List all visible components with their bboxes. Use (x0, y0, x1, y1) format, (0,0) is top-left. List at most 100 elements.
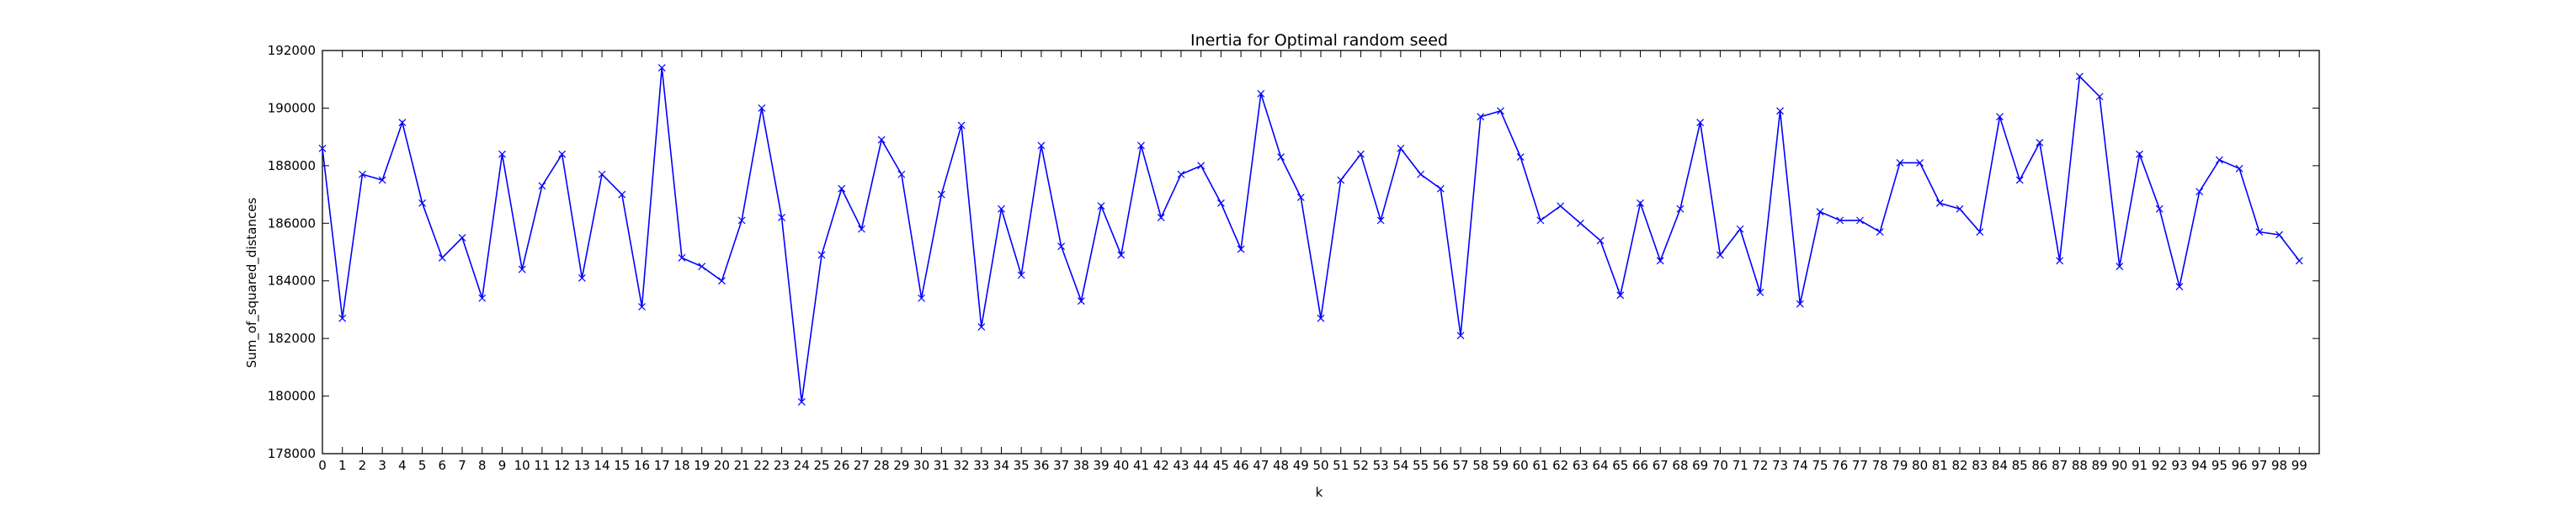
x-tick-label: 95 (2211, 458, 2227, 473)
x-tick-label: 22 (753, 458, 769, 473)
x-tick-label: 90 (2111, 458, 2127, 473)
x-tick-label: 42 (1153, 458, 1169, 473)
data-point-marker (838, 184, 846, 193)
data-point-marker (638, 303, 646, 311)
x-tick-label: 20 (714, 458, 730, 473)
data-point-marker (359, 170, 366, 178)
x-tick-label: 45 (1213, 458, 1229, 473)
data-point-marker (577, 274, 586, 282)
data-point-marker (598, 170, 606, 178)
x-tick-label: 47 (1253, 458, 1269, 473)
data-point-marker (438, 253, 446, 262)
x-tick-label: 81 (1932, 458, 1948, 473)
data-point-marker (897, 170, 906, 178)
x-tick-label: 96 (2232, 458, 2248, 473)
data-point-marker (1376, 216, 1385, 225)
x-tick-label: 18 (673, 458, 689, 473)
x-tick-label: 93 (2171, 458, 2187, 473)
x-tick-label: 37 (1053, 458, 1069, 473)
data-point-marker (977, 323, 986, 331)
data-point-marker (1736, 225, 1744, 233)
data-point-marker (1796, 300, 1804, 308)
data-point-marker (1776, 107, 1784, 115)
x-tick-label: 73 (1772, 458, 1788, 473)
y-tick-label: 182000 (268, 331, 316, 346)
data-point-marker (1616, 291, 1625, 300)
x-tick-label: 48 (1273, 458, 1289, 473)
data-point-marker (1576, 219, 1584, 227)
x-tick-label: 29 (893, 458, 909, 473)
data-point-marker (1896, 159, 1904, 167)
data-point-marker (1756, 288, 1764, 296)
x-tick-label: 64 (1593, 458, 1609, 473)
x-tick-label: 83 (1972, 458, 1988, 473)
data-point-marker (2075, 72, 2084, 81)
x-tick-label: 88 (2072, 458, 2088, 473)
x-tick-label: 62 (1552, 458, 1568, 473)
data-point-marker (817, 251, 826, 259)
data-point-marker (1816, 208, 1824, 216)
data-point-marker (2095, 93, 2104, 101)
x-tick-label: 86 (2031, 458, 2047, 473)
y-tick-label: 190000 (268, 100, 316, 115)
x-tick-label: 98 (2271, 458, 2287, 473)
x-tick-label: 68 (1672, 458, 1688, 473)
x-tick-label: 53 (1373, 458, 1389, 473)
data-point-marker (318, 144, 327, 152)
data-point-marker (717, 277, 726, 285)
x-tick-label: 2 (359, 458, 367, 473)
x-tick-label: 58 (1472, 458, 1488, 473)
data-point-marker (1257, 89, 1265, 98)
x-tick-label: 76 (1832, 458, 1848, 473)
data-point-marker (1436, 184, 1445, 193)
x-tick-label: 97 (2251, 458, 2267, 473)
data-point-marker (1037, 141, 1046, 150)
data-point-marker (937, 190, 945, 199)
x-tick-label: 39 (1094, 458, 1110, 473)
y-axis-label: Sum_of_squared_distances (244, 198, 260, 369)
x-tick-label: 36 (1033, 458, 1049, 473)
x-tick-label: 56 (1433, 458, 1449, 473)
data-point-marker (498, 150, 506, 158)
x-tick-label: 84 (1992, 458, 2008, 473)
data-point-marker (1177, 170, 1185, 178)
data-point-marker (2235, 164, 2243, 173)
data-point-marker (657, 64, 666, 72)
x-tick-label: 25 (813, 458, 829, 473)
x-tick-label: 57 (1452, 458, 1468, 473)
x-tick-label: 77 (1852, 458, 1868, 473)
data-point-marker (1976, 228, 1984, 236)
x-tick-label: 41 (1133, 458, 1149, 473)
data-point-marker (1277, 153, 1285, 162)
data-point-marker (1916, 159, 1924, 167)
data-point-marker (538, 182, 546, 190)
x-tick-label: 30 (913, 458, 929, 473)
x-tick-label: 10 (514, 458, 530, 473)
x-tick-label: 23 (774, 458, 790, 473)
data-point-marker (698, 263, 706, 271)
x-tick-label: 87 (2052, 458, 2068, 473)
data-point-marker (1676, 205, 1685, 213)
data-point-marker (858, 225, 865, 233)
axes-group: 1780001800001820001840001860001880001900… (268, 43, 2319, 473)
data-point-marker (1497, 107, 1504, 115)
x-tick-label: 11 (534, 458, 550, 473)
x-tick-label: 4 (398, 458, 407, 473)
data-point-marker (2116, 263, 2124, 271)
data-point-marker (778, 214, 785, 221)
x-tick-label: 40 (1113, 458, 1129, 473)
x-tick-label: 89 (2092, 458, 2108, 473)
chart-title: Inertia for Optimal random seed (1190, 31, 1448, 50)
x-tick-label: 1 (338, 458, 347, 473)
data-point-marker (1216, 199, 1225, 207)
x-tick-label: 5 (418, 458, 427, 473)
x-tick-label: 32 (953, 458, 969, 473)
x-tick-label: 71 (1732, 458, 1748, 473)
data-point-marker (1157, 214, 1165, 221)
x-tick-label: 26 (833, 458, 849, 473)
data-point-marker (1716, 251, 1724, 259)
x-tick-label: 13 (574, 458, 590, 473)
data-point-marker (1337, 176, 1345, 184)
data-point-marker (1956, 205, 1964, 213)
x-tick-label: 19 (694, 458, 710, 473)
